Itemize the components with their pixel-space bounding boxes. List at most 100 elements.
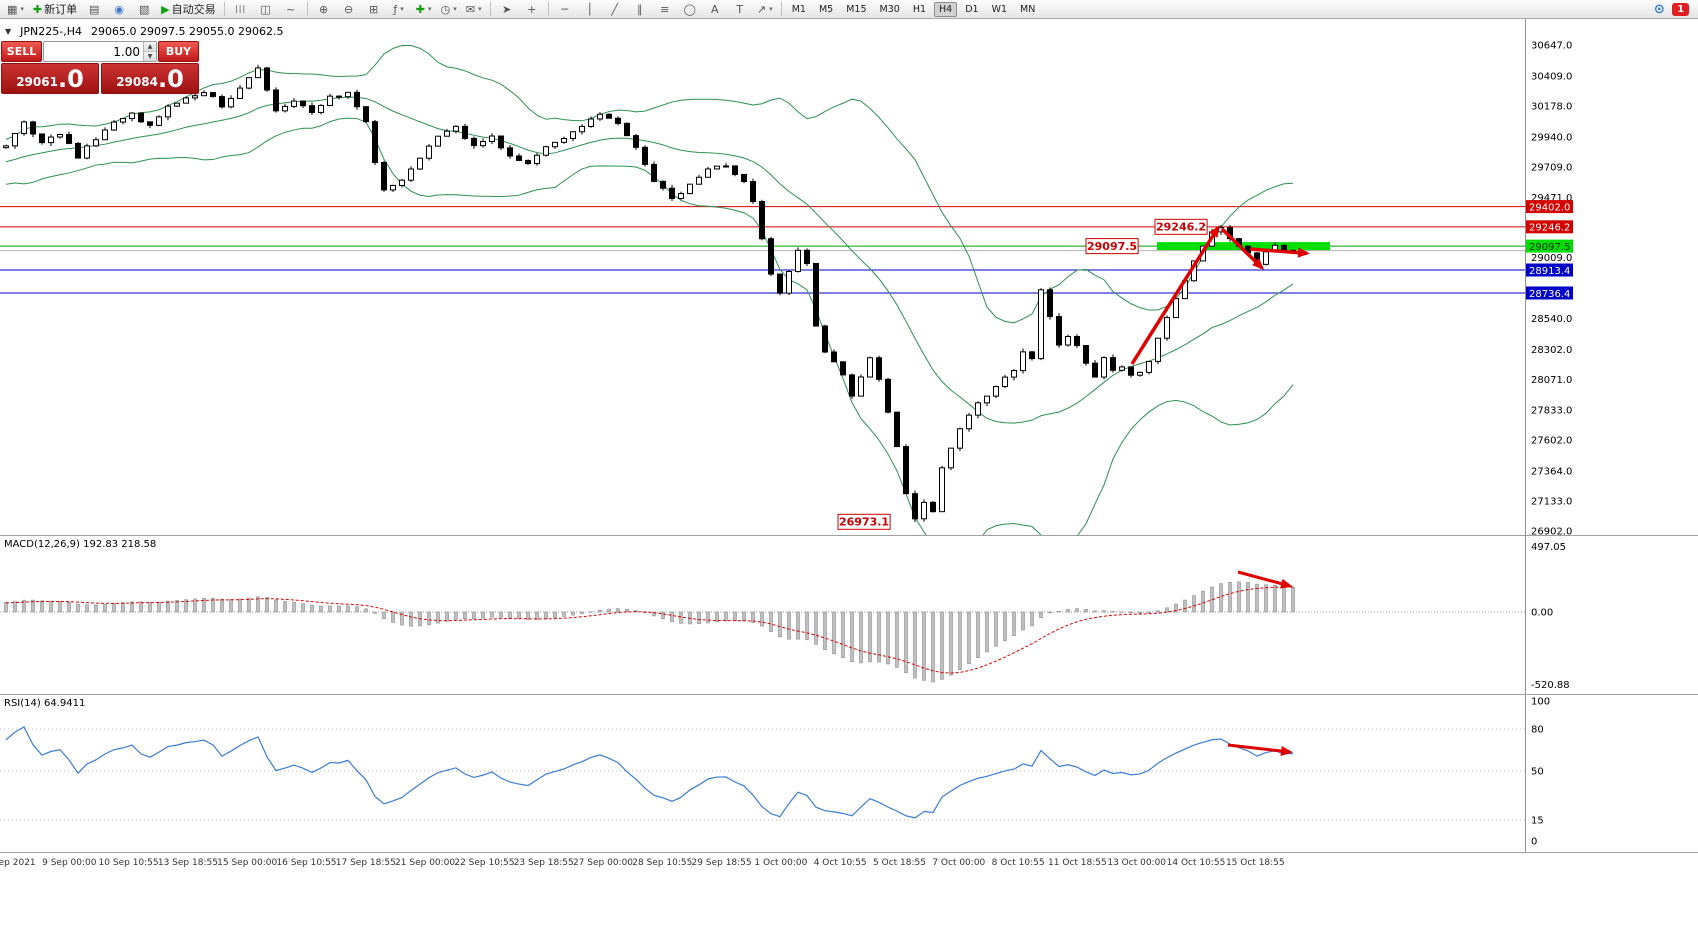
time-axis-label: 21 Sep 00:00: [395, 858, 456, 868]
time-axis-label: 1 Oct 00:00: [754, 858, 808, 868]
line-chart-icon[interactable]: ~: [286, 2, 296, 16]
panel-separator[interactable]: [0, 852, 1698, 853]
time-axis-label: 10 Sep 10:55: [98, 858, 159, 868]
candles: [3, 64, 1296, 523]
svg-text:28913.4: 28913.4: [1529, 266, 1570, 277]
volume-decrease-button[interactable]: ▼: [144, 52, 156, 61]
timeframe-m15[interactable]: M15: [846, 3, 867, 15]
periods-icon[interactable]: ◷ ▾: [440, 2, 457, 16]
timeframe-m30[interactable]: M30: [879, 3, 900, 15]
price-axis-badge: [1526, 286, 1573, 300]
candlestick-chart-icon[interactable]: ◫: [260, 2, 271, 16]
charts-icon[interactable]: ▤: [88, 2, 100, 16]
time-axis-label: 29 Sep 18:55: [691, 858, 752, 868]
time-axis-label: 13 Oct 00:00: [1107, 858, 1167, 868]
svg-text:29097.5: 29097.5: [1529, 242, 1570, 253]
timeframe-h4[interactable]: H4: [934, 1, 958, 17]
price-label-box: [1154, 218, 1208, 235]
sell-price-display[interactable]: 29061 .0: [1, 63, 99, 94]
panel-separator[interactable]: [0, 694, 1698, 695]
timeframe-h1[interactable]: H1: [912, 3, 927, 15]
text-icon[interactable]: A: [710, 2, 719, 16]
panel-separator[interactable]: [0, 535, 1698, 536]
label-icon[interactable]: T: [736, 2, 744, 16]
bar-chart-icon[interactable]: |||: [235, 4, 247, 13]
main-toolbar: ▦ ▾ ✚ 新订单 ▤ ◉ ▧ ▶ 自动交易 ||| ◫ ~ ⊕ ⊖ ⊞ ƒ ▾ ✚ ▾ ◷ ▾ ✉ ▾ ➤ + ─ │ ╱ ∥ ≡ ◯ A T…: [0, 0, 1698, 19]
ohlc-values: 29065.0 29097.5 29055.0 29062.5: [91, 25, 284, 38]
one-click-trading-widget: SELL ▲ ▼ BUY 29061 .0 29084 .0: [1, 41, 199, 94]
volume-input[interactable]: [44, 42, 143, 61]
price-axis-badge: [1526, 239, 1573, 253]
macd-axis-label: 0.00: [1531, 608, 1553, 619]
time-axis-label: 13 Sep 18:55: [157, 858, 218, 868]
toolbar-separator: [223, 2, 225, 16]
price-axis-separator: [1525, 19, 1526, 852]
indicators-icon[interactable]: ƒ ▾: [393, 2, 404, 16]
sell-button[interactable]: SELL: [1, 41, 42, 62]
rsi-axis-label: 80: [1531, 725, 1544, 736]
price-axis-tick: 30178.0: [1531, 101, 1572, 112]
time-axis-label: 28 Sep 10:55: [632, 858, 693, 868]
channel-icon[interactable]: ∥: [636, 2, 643, 16]
svg-text:29246.2: 29246.2: [1529, 223, 1570, 234]
timeframe-d1[interactable]: D1: [965, 3, 979, 15]
refresh-icon[interactable]: ◉: [114, 2, 124, 16]
tile-windows-icon[interactable]: ⊞: [369, 2, 379, 16]
timeframe-m5[interactable]: M5: [818, 3, 834, 15]
new-chart-icon[interactable]: ▦ ▾: [7, 2, 24, 16]
zoom-out-icon[interactable]: ⊖: [344, 2, 354, 16]
volume-increase-button[interactable]: ▲: [144, 42, 156, 52]
crosshair-icon[interactable]: +: [527, 2, 537, 16]
price-axis-tick: 26902.0: [1531, 527, 1572, 536]
add-indicator-icon[interactable]: ✚ ▾: [415, 2, 432, 16]
time-axis-label: 17 Sep 18:55: [335, 858, 396, 868]
chevron-down-icon[interactable]: ▼: [5, 27, 12, 36]
macd-axis-label: -520.88: [1531, 680, 1570, 691]
auto-trading-button[interactable]: ▶ 自动交易: [161, 2, 216, 16]
time-axis-label: 23 Sep 18:55: [513, 858, 574, 868]
price-axis-tick: 30409.0: [1531, 71, 1572, 82]
bollinger-band: [5, 44, 1294, 324]
templates-icon[interactable]: ✉ ▾: [465, 2, 482, 16]
timeframe-m1[interactable]: M1: [791, 3, 806, 15]
macd-indicator-panel[interactable]: 497.05 0.00 -520.88: [0, 536, 1698, 694]
buy-price-display[interactable]: 29084 .0: [101, 63, 199, 94]
new-order-button[interactable]: ✚ 新订单: [32, 2, 78, 16]
horizontal-line-icon[interactable]: ─: [561, 2, 569, 16]
rsi-line: [5, 726, 1294, 819]
layouts-icon[interactable]: ▧: [138, 2, 150, 16]
time-axis-label: 9 Sep 00:00: [42, 858, 97, 868]
arrows-icon[interactable]: ↗ ▾: [756, 2, 773, 16]
rsi-axis-label: 100: [1531, 697, 1550, 708]
price-axis-tick: 30647.0: [1531, 41, 1572, 52]
time-axis-label: 27 Sep 00:00: [572, 858, 634, 868]
toolbar-separator: [489, 2, 491, 16]
main-price-chart[interactable]: 29246.2 29097.5 26973.1 30647.0 30409.0 30178…: [0, 19, 1698, 536]
fibonacci-icon[interactable]: ≡: [660, 2, 670, 16]
time-axis-label: 8 Oct 10:55: [991, 858, 1045, 868]
zoom-in-icon[interactable]: ⊕: [319, 2, 329, 16]
rsi-axis-label: 15: [1531, 816, 1544, 827]
notifications-badge[interactable]: 1: [1672, 2, 1689, 16]
timeframe-mn[interactable]: MN: [1020, 3, 1036, 15]
trendline-icon[interactable]: ╱: [611, 2, 619, 16]
trend-arrow: [1249, 247, 1310, 258]
cursor-icon[interactable]: ➤: [502, 2, 512, 16]
time-axis-label: 11 Oct 18:55: [1048, 858, 1107, 868]
timeframe-w1[interactable]: W1: [991, 3, 1008, 15]
search-icon[interactable]: ⊙: [1653, 1, 1665, 17]
svg-text:26973.1: 26973.1: [839, 516, 889, 529]
vertical-line-icon[interactable]: │: [586, 2, 594, 16]
ellipse-icon[interactable]: ◯: [683, 2, 696, 16]
price-axis-badge: [1526, 220, 1573, 234]
price-axis-tick: 29940.0: [1531, 132, 1572, 143]
rsi-indicator-panel[interactable]: 100 80 50 15 0: [0, 695, 1698, 852]
trend-arrow: [1130, 225, 1220, 365]
price-axis-tick: 27602.0: [1531, 436, 1572, 447]
price-axis-tick: 28540.0: [1531, 314, 1572, 325]
buy-button[interactable]: BUY: [158, 41, 199, 62]
price-label-box: [1085, 238, 1139, 255]
time-axis-label: 15 Oct 18:55: [1225, 858, 1285, 868]
price-axis-badge: [1526, 200, 1573, 214]
